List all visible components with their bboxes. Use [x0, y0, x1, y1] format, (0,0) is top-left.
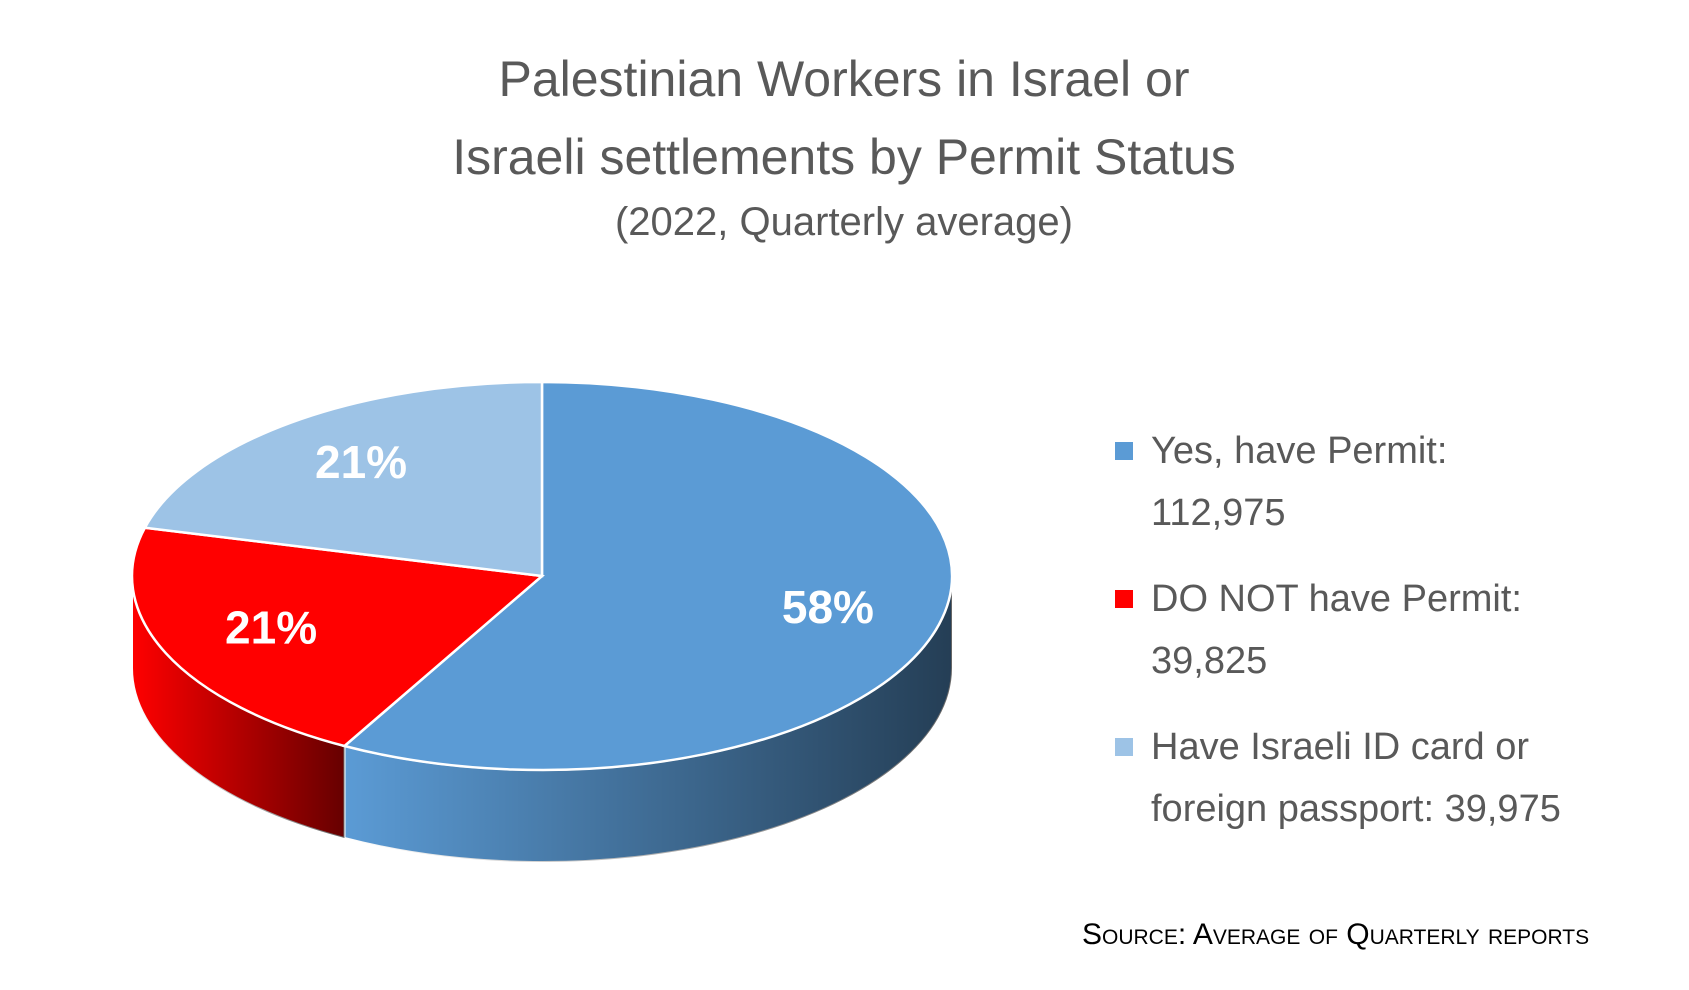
legend-entry: Yes, have Permit: 112,975 [1115, 420, 1561, 544]
chart-subtitle: (2022, Quarterly average) [614, 200, 1073, 244]
legend: Yes, have Permit: 112,975 DO NOT have Per… [1115, 420, 1561, 864]
legend-swatch [1115, 590, 1133, 608]
legend-swatch [1115, 738, 1133, 756]
chart-title: Palestinian Workers in Israel or Israeli… [452, 51, 1236, 185]
data-label: 58% [782, 581, 874, 633]
pie-slice [341, 380, 954, 772]
legend-label: DO NOT have Permit: 39,825 [1151, 578, 1522, 682]
data-label: 21% [315, 436, 407, 488]
legend-entry: DO NOT have Permit: 39,825 [1115, 568, 1561, 692]
legend-label: Yes, have Permit: 112,975 [1151, 430, 1448, 534]
pie-slice [142, 380, 544, 578]
pie-chart: 58% 21% 21% [130, 380, 954, 863]
data-label: 21% [225, 602, 317, 654]
source-note: Source: Average of Quarterly reports [1082, 918, 1590, 951]
side-shade [344, 576, 953, 862]
legend-swatch [1115, 442, 1133, 460]
legend-entry: Have Israeli ID card or foreign passport… [1115, 716, 1561, 840]
legend-label: Have Israeli ID card or foreign passport… [1151, 726, 1561, 830]
pie-slice [130, 526, 545, 748]
